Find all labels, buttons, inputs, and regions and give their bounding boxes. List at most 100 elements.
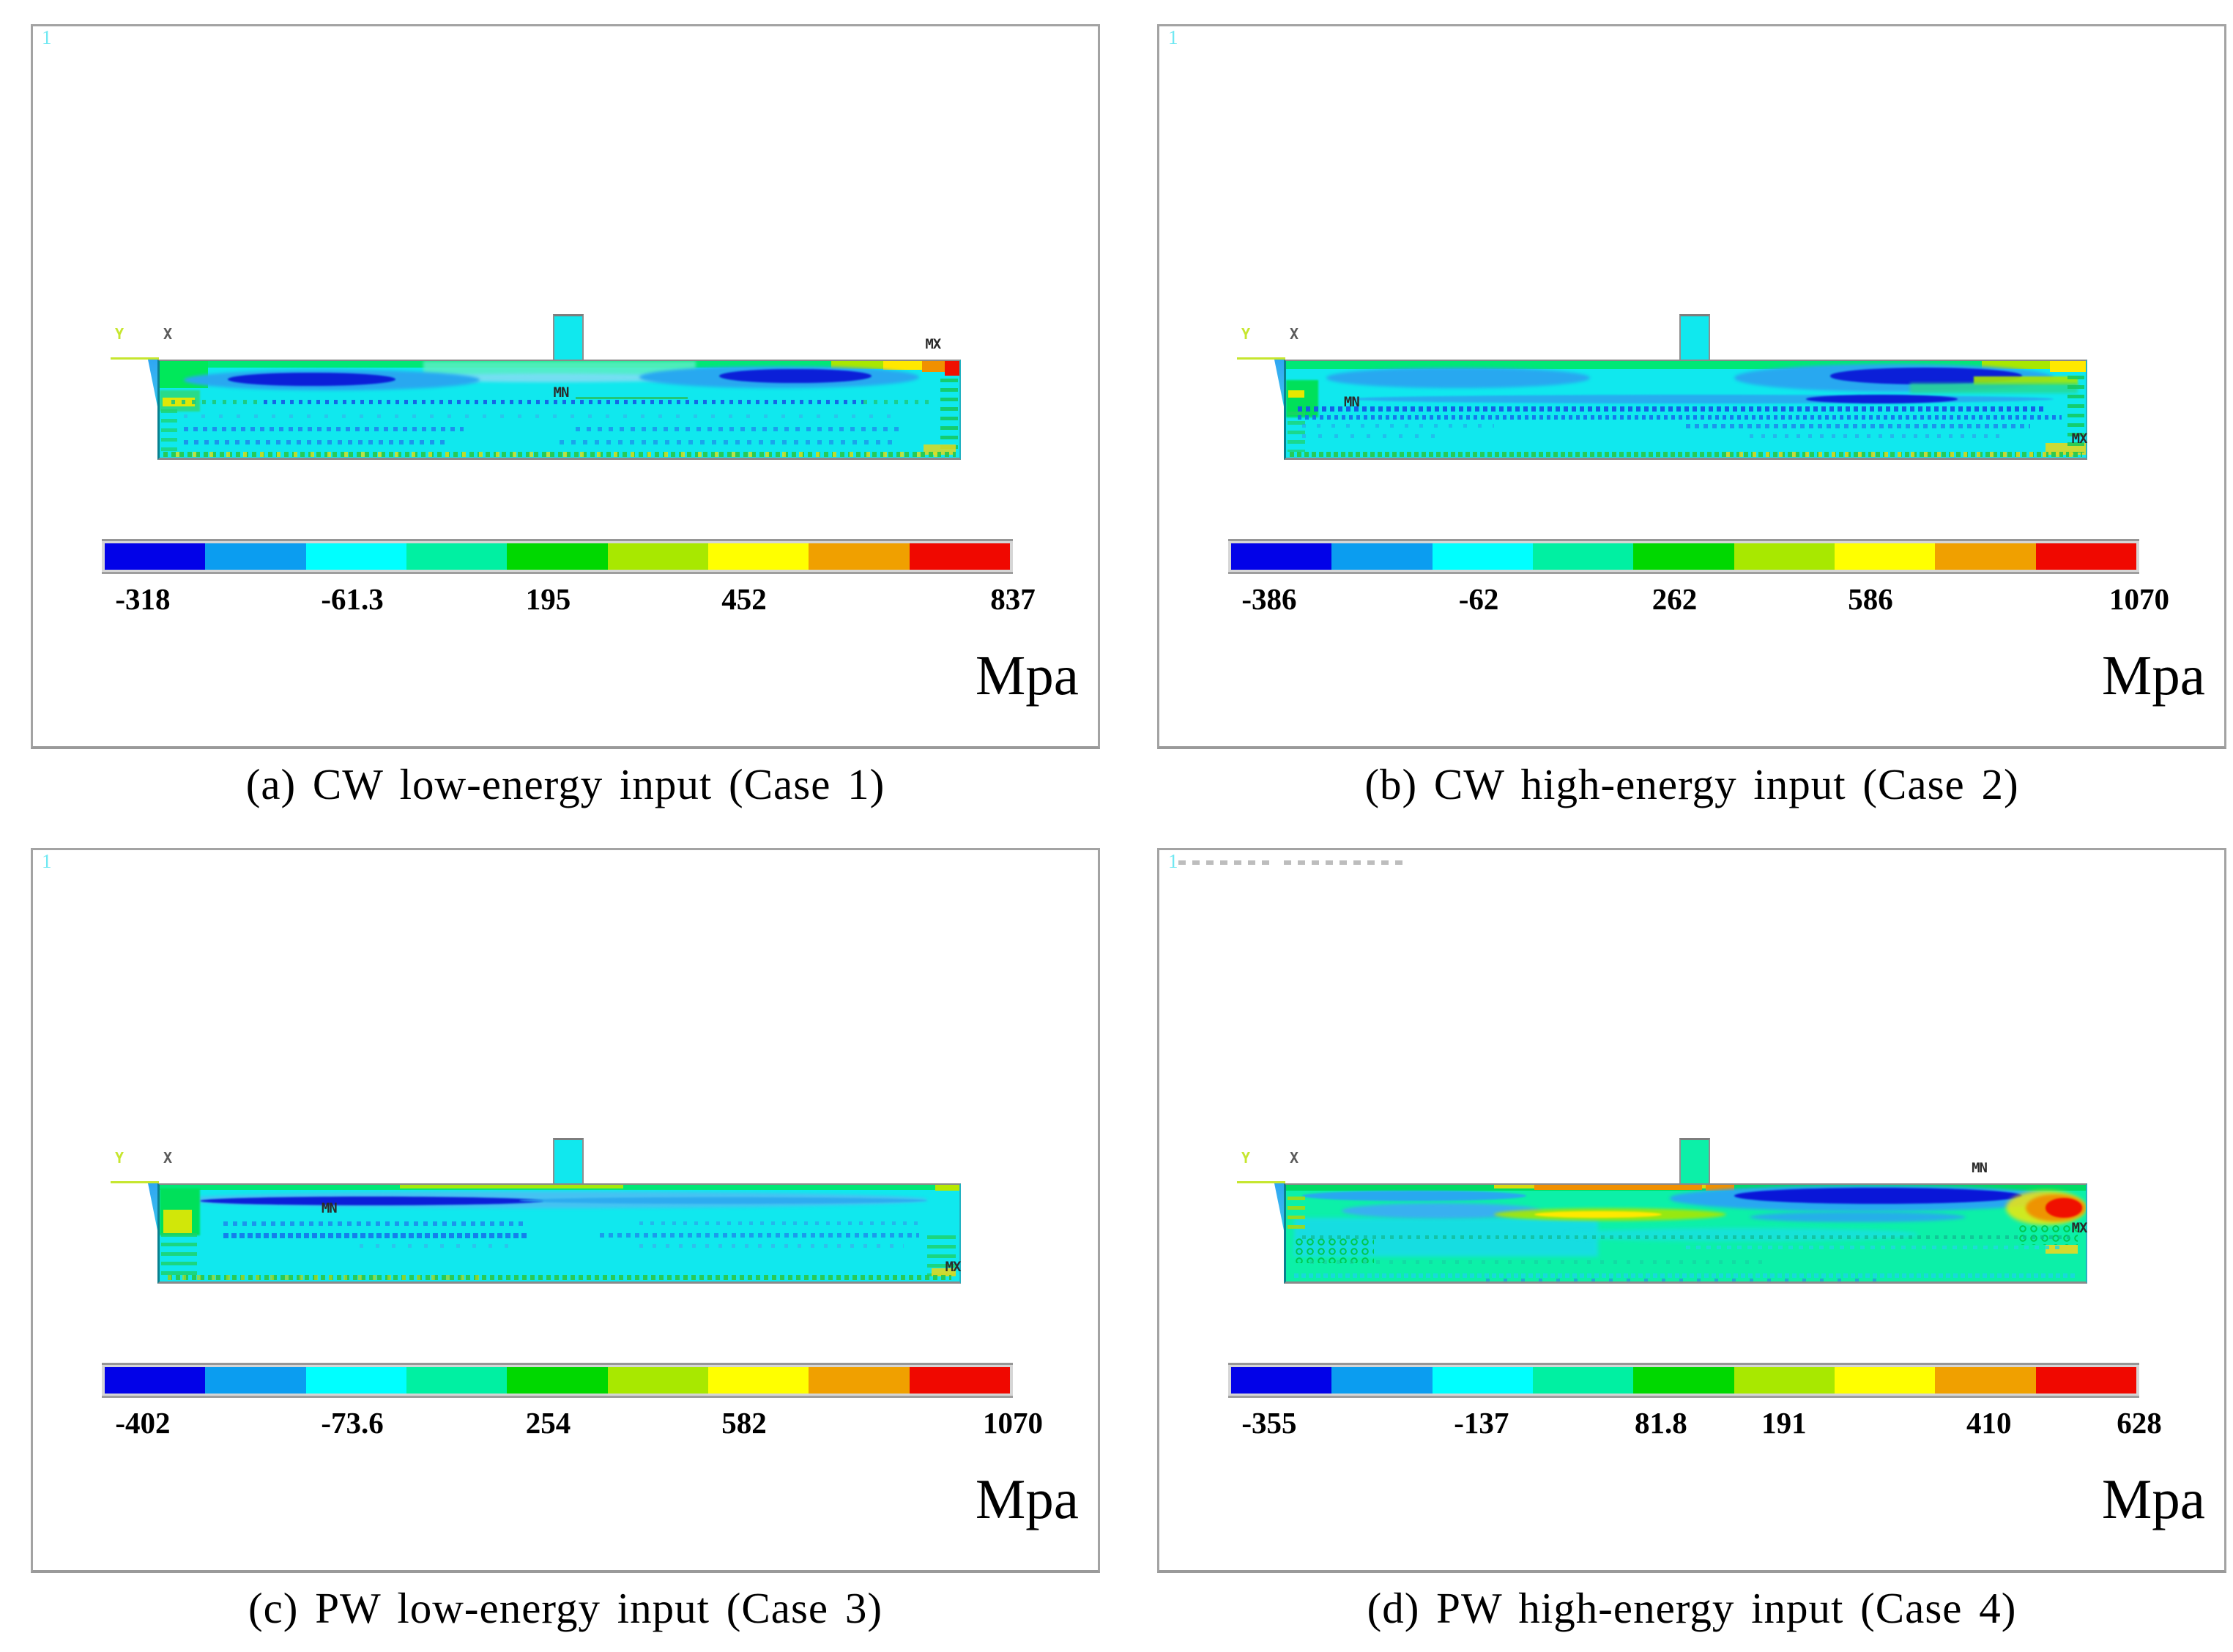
colorbar-tick-label: -137 [1454,1406,1509,1440]
colorbar-scale: -386 -62 262 586 1070 [1228,581,2169,620]
colorbar-tick-label: 1070 [983,1406,1043,1440]
panel-case4: 1 Y X -355 -137 81.8 191 410 628 Mpa MN MX (d)… [1157,848,2226,1634]
contour-region [519,1197,928,1205]
colorbar-segment [1532,1367,1634,1394]
contour-region [1286,361,2086,369]
colorbar-segment [205,1367,306,1394]
node-dot-row [1301,434,1446,439]
contour-region [199,1196,544,1205]
colorbar-segment [406,543,508,570]
colorbar-segment [2035,1367,2136,1394]
contour-region [1350,395,2054,404]
plot-window-case3: 1 Y X -402 -73.6 254 582 1070 Mpa MN MX [31,848,1100,1573]
contour-region [1706,1185,1734,1191]
colorbar-tick-label: 410 [1966,1406,2012,1440]
panel-caption: (a) CW low-energy input (Case 1) [245,760,885,808]
node-dot-row [223,1233,528,1238]
node-dot-row [599,1233,920,1238]
colorbar-segment [707,543,809,570]
colorbar-segment [707,1367,809,1394]
node-dot-row [1298,406,2046,412]
colorbar-scale: -318 -61.3 195 452 837 [102,581,1035,620]
panel-caption: (b) CW high-energy input (Case 2) [1364,760,2019,808]
contour-region [163,1210,192,1233]
contour-region [2046,1198,2082,1218]
node-dot-row [167,1274,952,1280]
header-dash-marks [1178,860,1272,865]
colorbar-tick-label: -402 [115,1406,171,1440]
contour-region [921,361,948,372]
min-marker: MN [553,384,570,401]
colorbar-segment [507,1367,608,1394]
colorbar-segment [1432,543,1533,570]
weld-rib [553,1138,584,1185]
colorbar-segment [1231,1367,1332,1394]
colorbar [102,1363,1013,1398]
contour-region [1974,376,2078,385]
contour-region [1909,383,2078,393]
colorbar [1228,539,2139,574]
node-dot-row [1301,423,1494,428]
colorbar-segment [105,1367,206,1394]
edge-speck-column [940,378,958,453]
colorbar-segment [1432,1367,1533,1394]
colorbar-scale: -355 -137 81.8 191 410 628 [1228,1405,2161,1443]
colorbar-tick-label: -61.3 [321,582,384,616]
node-dot-row [183,414,904,418]
node-dot-row [1486,1279,1886,1281]
colorbar-tick-label: 1070 [2109,582,2169,616]
colorbar-segment [1935,1367,2036,1394]
min-marker: MN [1343,394,1360,411]
colorbar-segment [1734,543,1835,570]
contour-region [1734,1187,2022,1205]
plot-window-case4: 1 Y X -355 -137 81.8 191 410 628 Mpa MN MX [1157,848,2226,1573]
panel-case1: 1 Y X -318 -61.3 195 452 837 Mpa MN MX (a) CW… [31,24,1100,810]
colorbar-tick-label: 262 [1651,582,1698,616]
panel-case2: 1 Y X -386 -62 262 586 1070 Mpa MN MX (b) CW … [1157,24,2226,810]
colorbar-scale: -402 -73.6 254 582 1070 [102,1405,1043,1443]
stress-contour-plate [157,360,961,460]
node-dot-row [1293,1273,2078,1279]
contour-region [1805,395,1958,404]
unit-label: Mpa [975,644,1079,707]
colorbar-segment [205,543,306,570]
max-marker: MX [945,1258,962,1275]
node-dot-row [1298,414,2062,420]
axis-origin-line [1237,1181,1285,1183]
contour-region [883,361,928,370]
contour-region [1326,368,1590,388]
edge-speck-column [161,1233,198,1277]
colorbar-segment [305,1367,406,1394]
contour-region [1288,390,1305,398]
max-marker: MX [2071,431,2088,447]
window-number: 1 [1168,26,1178,48]
contour-region [399,1185,624,1189]
x-axis-label: X [163,325,173,343]
window-number: 1 [42,26,52,48]
colorbar-segment [1935,543,2036,570]
colorbar-tick-label: -386 [1241,582,1297,616]
contour-region [575,396,688,400]
colorbar-segment [1633,1367,1734,1394]
y-axis-label: Y [1241,325,1251,343]
contour-region [945,361,959,376]
contour-region [1982,361,2054,369]
plot-window-case1: 1 Y X -318 -61.3 195 452 837 Mpa MN MX [31,24,1100,749]
node-dot-row [560,440,896,445]
axis-origin-line [1237,357,1285,360]
colorbar-segment [607,1367,708,1394]
contour-region [1301,1190,1526,1202]
stress-contour-plate [1284,360,2087,460]
min-marker: MN [321,1200,338,1217]
node-dot-row [223,1221,528,1227]
colorbar-tick-label: 191 [1761,1406,1807,1440]
colorbar-tick-label: 628 [2117,1406,2162,1440]
colorbar-tick-label: -355 [1241,1406,1297,1440]
y-axis-label: Y [115,1149,125,1167]
contour-region [399,373,704,383]
node-dot-row [171,399,264,404]
colorbar [102,539,1013,574]
y-axis-label: Y [115,325,125,343]
colorbar-segment [1331,1367,1433,1394]
